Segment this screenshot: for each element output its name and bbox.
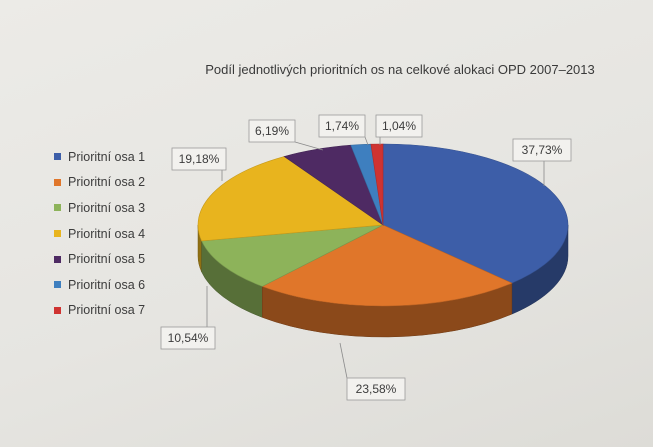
legend-item-1: Prioritní osa 1 (54, 144, 145, 170)
data-label-5: 6,19% (248, 119, 324, 151)
legend-item-5: Prioritní osa 5 (54, 246, 145, 272)
data-label-text-3: 10,54% (168, 331, 209, 345)
legend-label-3: Prioritní osa 3 (68, 200, 146, 215)
legend-item-2: Prioritní osa 2 (54, 170, 145, 196)
legend-swatch-5 (54, 255, 61, 263)
data-label-box-1 (512, 138, 572, 162)
legend-swatch-6 (54, 281, 61, 289)
legend-label-6: Prioritní osa 6 (68, 277, 146, 292)
legend-label-7: Prioritní osa 7 (68, 303, 146, 318)
legend-label-1: Prioritní osa 1 (68, 149, 146, 164)
chart-title: Podíl jednotlivých prioritních os na cel… (205, 62, 595, 77)
legend-swatch-4 (54, 230, 61, 238)
legend-label-4: Prioritní osa 4 (68, 226, 146, 241)
legend-swatch-2 (54, 178, 61, 186)
pie-slice-7 (370, 143, 384, 226)
leader-line-2 (339, 342, 348, 379)
pie-slice-1 (382, 143, 569, 284)
leader-line-6 (364, 136, 369, 146)
legend-label-2: Prioritní osa 2 (68, 175, 146, 190)
pie-slice-2 (261, 224, 513, 307)
legend-swatch-7 (54, 306, 61, 314)
legend-label-5: Prioritní osa 5 (68, 252, 146, 267)
data-label-box-5 (248, 119, 296, 143)
legend-item-7: Prioritní osa 7 (54, 298, 145, 324)
data-label-text-4: 19,18% (179, 152, 220, 166)
legend-item-3: Prioritní osa 3 (54, 195, 145, 221)
data-label-text-2: 23,58% (356, 382, 397, 396)
legend-item-6: Prioritní osa 6 (54, 272, 145, 298)
data-label-text-1: 37,73% (522, 143, 563, 157)
pie-slice-3 (201, 224, 384, 287)
legend-swatch-1 (54, 153, 61, 161)
chart-legend: Prioritní osa 1 Prioritní osa 2 Prioritn… (54, 144, 145, 323)
data-label-box-3 (160, 326, 216, 350)
data-label-box-2 (346, 377, 406, 401)
data-label-box-6 (318, 114, 366, 138)
data-label-2: 23,58% (339, 342, 406, 401)
pie-slice-4 (197, 156, 384, 242)
data-label-box-4 (171, 147, 227, 171)
data-label-text-6: 1,74% (325, 119, 359, 133)
data-label-box-7 (375, 114, 423, 138)
data-label-7: 1,04% (375, 114, 423, 145)
data-label-text-7: 1,04% (382, 119, 416, 133)
leader-line-5 (294, 141, 324, 151)
data-label-1: 37,73% (512, 138, 572, 186)
data-label-3: 10,54% (160, 286, 216, 350)
data-label-6: 1,74% (318, 114, 369, 146)
legend-item-4: Prioritní osa 4 (54, 221, 145, 247)
legend-swatch-3 (54, 204, 61, 212)
data-label-4: 19,18% (171, 147, 227, 181)
data-label-text-5: 6,19% (255, 124, 289, 138)
